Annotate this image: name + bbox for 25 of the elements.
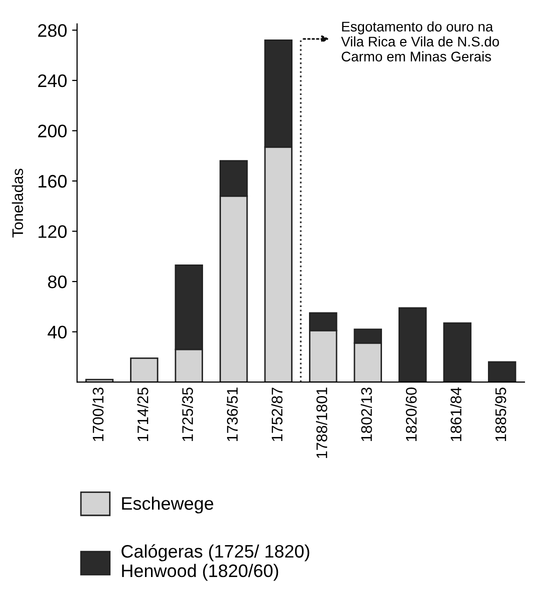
bar	[398, 307, 427, 382]
x-tick-label: 1736/51	[226, 388, 238, 441]
y-tick-label: 240	[38, 74, 67, 88]
y-tick-label: 80	[48, 275, 67, 288]
x-tick-label: 1700/13	[92, 388, 104, 441]
y-tick-label: 280	[38, 24, 67, 37]
x-tick-label: 1861/84	[450, 387, 462, 441]
bar	[443, 322, 472, 382]
y-tick-label: 40	[48, 326, 67, 339]
x-tick-label: 1714/25	[137, 388, 148, 441]
x-tick-label: 1752/87	[271, 388, 282, 441]
x-tick-label: 1885/95	[494, 388, 506, 441]
legend-label: Eschewege	[122, 496, 214, 514]
x-tick-label: 1788/1801	[316, 388, 328, 458]
x-tick-label: 1820/60	[405, 388, 417, 441]
bar	[488, 361, 516, 382]
y-tick-label: 120	[38, 225, 67, 238]
x-tick-label: 1802/13	[360, 388, 372, 441]
legend-label: Calógeras (1725/ 1820) Henwood (1820/60)	[122, 544, 310, 581]
y-tick-label: 200	[38, 124, 67, 138]
y-tick-label: 160	[38, 174, 67, 188]
x-tick-label: 1725/35	[182, 388, 194, 441]
bar	[130, 358, 158, 382]
annotation: Esgotamento do ouro na Vila Rica e Vila de N.S.do Carmo em Minas Gerais	[341, 21, 499, 62]
y-axis-title: Toneladas	[12, 168, 24, 238]
